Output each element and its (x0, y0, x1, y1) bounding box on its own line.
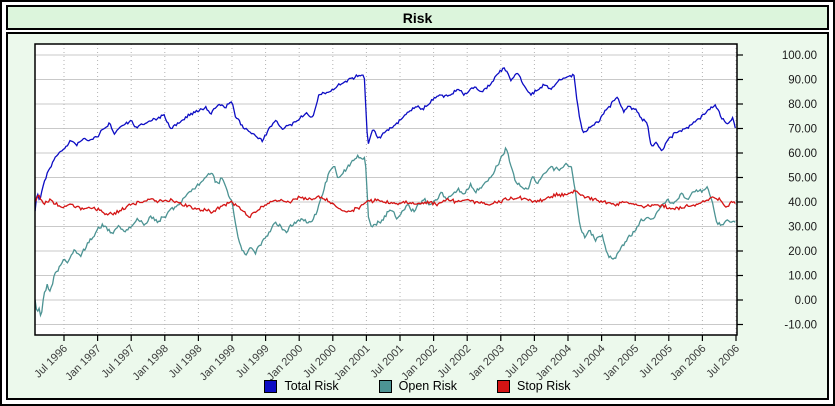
legend-item-stop-risk: Stop Risk (497, 379, 571, 393)
series-line-open-risk (35, 146, 736, 318)
chart-title-bar: Risk (6, 5, 829, 30)
y-axis-label: 20.00 (788, 246, 817, 258)
legend-label: Open Risk (398, 379, 458, 393)
y-axis-label: 90.00 (788, 75, 817, 87)
plot-area (35, 44, 737, 335)
x-axis-label: Jan 1998 (130, 343, 170, 383)
legend-item-open-risk: Open Risk (378, 379, 458, 393)
legend-swatch (378, 379, 392, 393)
x-axis-label: Jan 2005 (601, 343, 641, 383)
plot-border (34, 43, 738, 336)
risk-chart: 100.00 90.00 80.00 70.00 60.00 50.00 40.00 30.0… (32, 43, 817, 383)
x-axis-label: Jul 2006 (704, 343, 742, 381)
x-axis-label: Jan 2003 (466, 343, 506, 383)
chart-title: Risk (402, 9, 433, 26)
series-line-stop-risk (35, 189, 736, 219)
chart-panel: 100.00 90.00 80.00 70.00 60.00 50.00 40.00 30.0… (6, 32, 829, 400)
legend: Total Risk Open Risk Stop Risk (8, 379, 827, 393)
y-axis-label: 40.00 (788, 197, 817, 209)
x-axis-label: Jan 2006 (668, 343, 708, 383)
series-line-total-risk (35, 67, 736, 212)
y-axis-label: 0.00 (795, 295, 817, 307)
y-axis-label: 10.00 (788, 271, 817, 283)
y-axis-label: 60.00 (788, 148, 817, 160)
y-axis-label: 80.00 (788, 99, 817, 111)
legend-swatch (264, 379, 278, 393)
y-axis-label: 50.00 (788, 173, 817, 185)
legend-label: Stop Risk (517, 379, 571, 393)
legend-swatch (497, 379, 511, 393)
x-axis-label: Jan 2000 (265, 343, 305, 383)
legend-label: Total Risk (284, 379, 339, 393)
x-axis-label: Jan 2001 (332, 343, 372, 383)
legend-item-total-risk: Total Risk (264, 379, 339, 393)
y-axis-label: 100.00 (782, 50, 817, 62)
x-axis-label: Jan 2004 (534, 343, 574, 383)
y-axis-label: 70.00 (788, 124, 817, 136)
y-axis-label: 30.00 (788, 222, 817, 234)
x-axis-label: Jan 2002 (399, 343, 439, 383)
x-axis-label: Jan 1999 (198, 343, 238, 383)
y-axis-label: -10.00 (784, 320, 817, 332)
x-axis-label: Jan 1997 (63, 343, 103, 383)
